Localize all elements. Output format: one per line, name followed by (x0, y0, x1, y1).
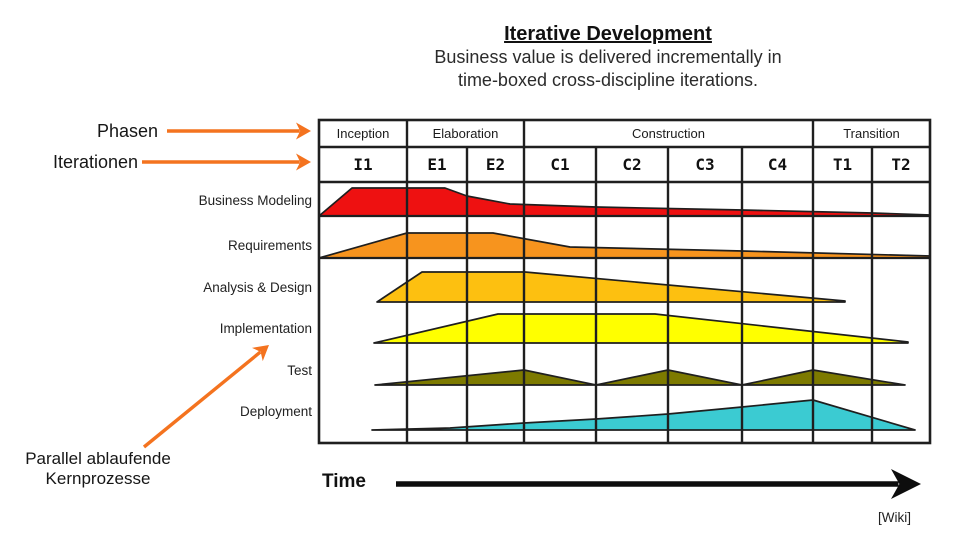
iteration-cell-t1: T1 (832, 155, 853, 174)
hump-implementation (373, 313, 909, 344)
row-label-test: Test (287, 363, 312, 378)
phase-cell-construction: Construction (632, 126, 705, 141)
iterationen-label: Iterationen (52, 152, 138, 172)
time-arrow-head (891, 469, 921, 499)
kernprozesse-arrow-shaft (142, 350, 262, 449)
wiki-citation: [Wiki] (878, 510, 911, 525)
parallel-line-1: Parallel ablaufende (25, 449, 171, 468)
iteration-cell-c2: C2 (622, 155, 642, 174)
iteration-cell-c4: C4 (767, 155, 788, 174)
hump-test (374, 369, 906, 386)
iteration-cell-t2: T2 (891, 155, 911, 174)
row-label-requirements: Requirements (227, 238, 312, 253)
parallel-line-2: Kernprozesse (45, 469, 151, 488)
title-block: Iterative Development Business value is … (358, 23, 858, 92)
hump-analysis-design (376, 271, 846, 303)
iteration-cell-c3: C3 (695, 155, 715, 174)
iterationen-arrow-head (296, 153, 311, 171)
hump-deployment (371, 399, 916, 431)
page-title: Iterative Development (504, 23, 712, 45)
row-label-deployment: Deployment (239, 404, 312, 419)
iteration-cell-c1: C1 (550, 155, 570, 174)
iteration-cell-i1: I1 (353, 155, 373, 174)
phase-cell-elaboration: Elaboration (432, 126, 499, 141)
time-label: Time (322, 471, 367, 492)
subtitle-line-1: Business value is delivered incrementall… (434, 47, 782, 67)
row-label-implementation: Implementation (219, 321, 312, 336)
table-border (317, 118, 932, 445)
phase-cell-inception: Inception (336, 126, 390, 141)
parallel-kernprozesse-label: Parallel ablaufende Kernprozesse (0, 449, 196, 489)
subtitle-line-2: time-boxed cross-discipline iterations. (457, 70, 759, 90)
phasen-arrow-head (296, 122, 311, 140)
hump-business-modeling (318, 187, 931, 217)
phase-cell-transition: Transition (843, 126, 900, 141)
row-label-analysis-design: Analysis & Design (203, 280, 312, 295)
iteration-cell-e1: E1 (427, 155, 447, 174)
phasen-label: Phasen (96, 121, 158, 141)
hump-requirements (318, 232, 931, 259)
row-label-business-modeling: Business Modeling (198, 193, 312, 208)
iteration-cell-e2: E2 (485, 155, 506, 174)
kernprozesse-arrow-head (252, 345, 269, 362)
